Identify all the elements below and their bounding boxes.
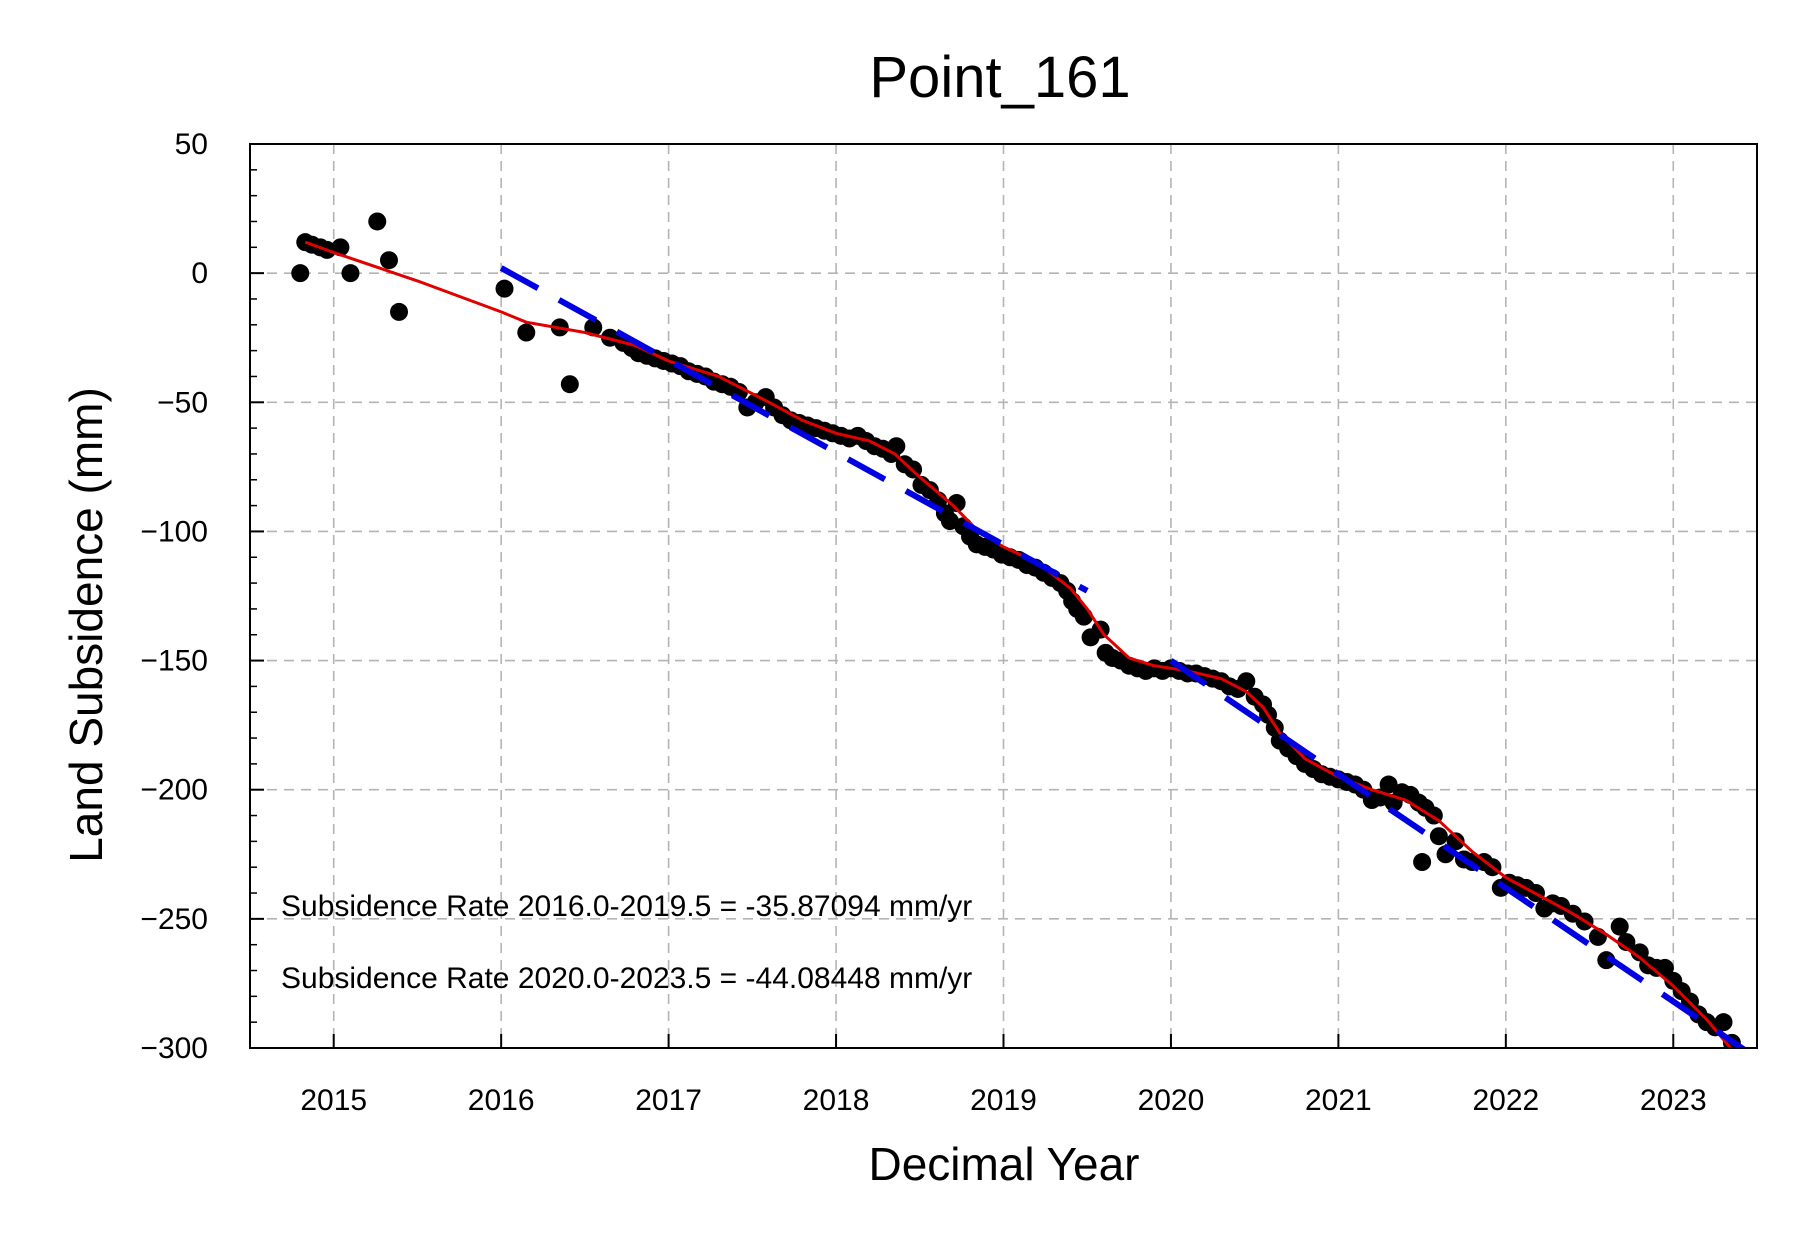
data-point	[1610, 917, 1629, 936]
data-point	[584, 318, 603, 337]
y-axis-label: Land Subsidence (mm)	[60, 387, 112, 863]
data-point	[1714, 1013, 1733, 1032]
x-tick-label: 2021	[1305, 1084, 1372, 1117]
data-point	[1630, 943, 1649, 962]
x-tick-label: 2016	[468, 1084, 535, 1117]
data-point	[291, 264, 310, 283]
data-point	[517, 323, 536, 342]
x-tick-label: 2018	[803, 1084, 870, 1117]
grid	[250, 144, 1757, 1048]
y-tick-label: −200	[140, 774, 208, 807]
data-point	[390, 302, 409, 321]
data-point	[1429, 827, 1448, 846]
data-point	[947, 494, 966, 513]
rate-annotation-2016-2019: Subsidence Rate 2016.0-2019.5 = -35.8709…	[281, 890, 972, 923]
data-point	[1379, 775, 1398, 794]
data-point	[379, 251, 398, 270]
y-tick-label: −250	[140, 903, 208, 936]
data-point	[1446, 832, 1465, 851]
x-tick-label: 2015	[300, 1084, 367, 1117]
y-tick-label: −150	[140, 645, 208, 678]
linear-fit-line	[1169, 658, 1748, 1048]
x-tick-label: 2017	[635, 1084, 702, 1117]
y-tick-label: −300	[140, 1032, 208, 1065]
data-point	[368, 212, 387, 231]
x-axis-ticks: 2015 2016 2017 2018 2019 2020 2021 2022 2023	[300, 1034, 1707, 1117]
data-point	[341, 264, 360, 283]
data-point	[560, 375, 579, 394]
data-point	[1413, 853, 1432, 872]
x-tick-label: 2019	[970, 1084, 1037, 1117]
y-tick-label: −100	[140, 515, 208, 548]
plot-area	[291, 212, 1748, 1048]
scatter-series	[291, 212, 1741, 1048]
plot-series	[291, 212, 1748, 1048]
y-tick-label: −50	[157, 386, 208, 419]
data-point	[1237, 672, 1256, 691]
data-point	[1074, 607, 1093, 626]
y-axis-ticks: 50 0 −50 −100 −150 −200 −250 −300	[140, 128, 264, 1065]
x-tick-label: 2022	[1472, 1084, 1539, 1117]
x-tick-label: 2020	[1138, 1084, 1205, 1117]
linear-fit-line	[499, 265, 1089, 594]
smoothed-trend-line	[304, 240, 1733, 1048]
y-tick-label: 50	[175, 128, 208, 161]
data-point	[1655, 958, 1674, 977]
rate-annotation-2020-2023: Subsidence Rate 2020.0-2023.5 = -44.0844…	[281, 962, 972, 995]
x-axis-label: Decimal Year	[868, 1138, 1139, 1190]
chart-title: Point_161	[869, 45, 1130, 110]
data-point	[495, 279, 514, 298]
data-point	[887, 437, 906, 456]
x-tick-label: 2023	[1640, 1084, 1707, 1117]
y-tick-label: 0	[191, 257, 208, 290]
plot-frame	[249, 143, 1758, 1049]
